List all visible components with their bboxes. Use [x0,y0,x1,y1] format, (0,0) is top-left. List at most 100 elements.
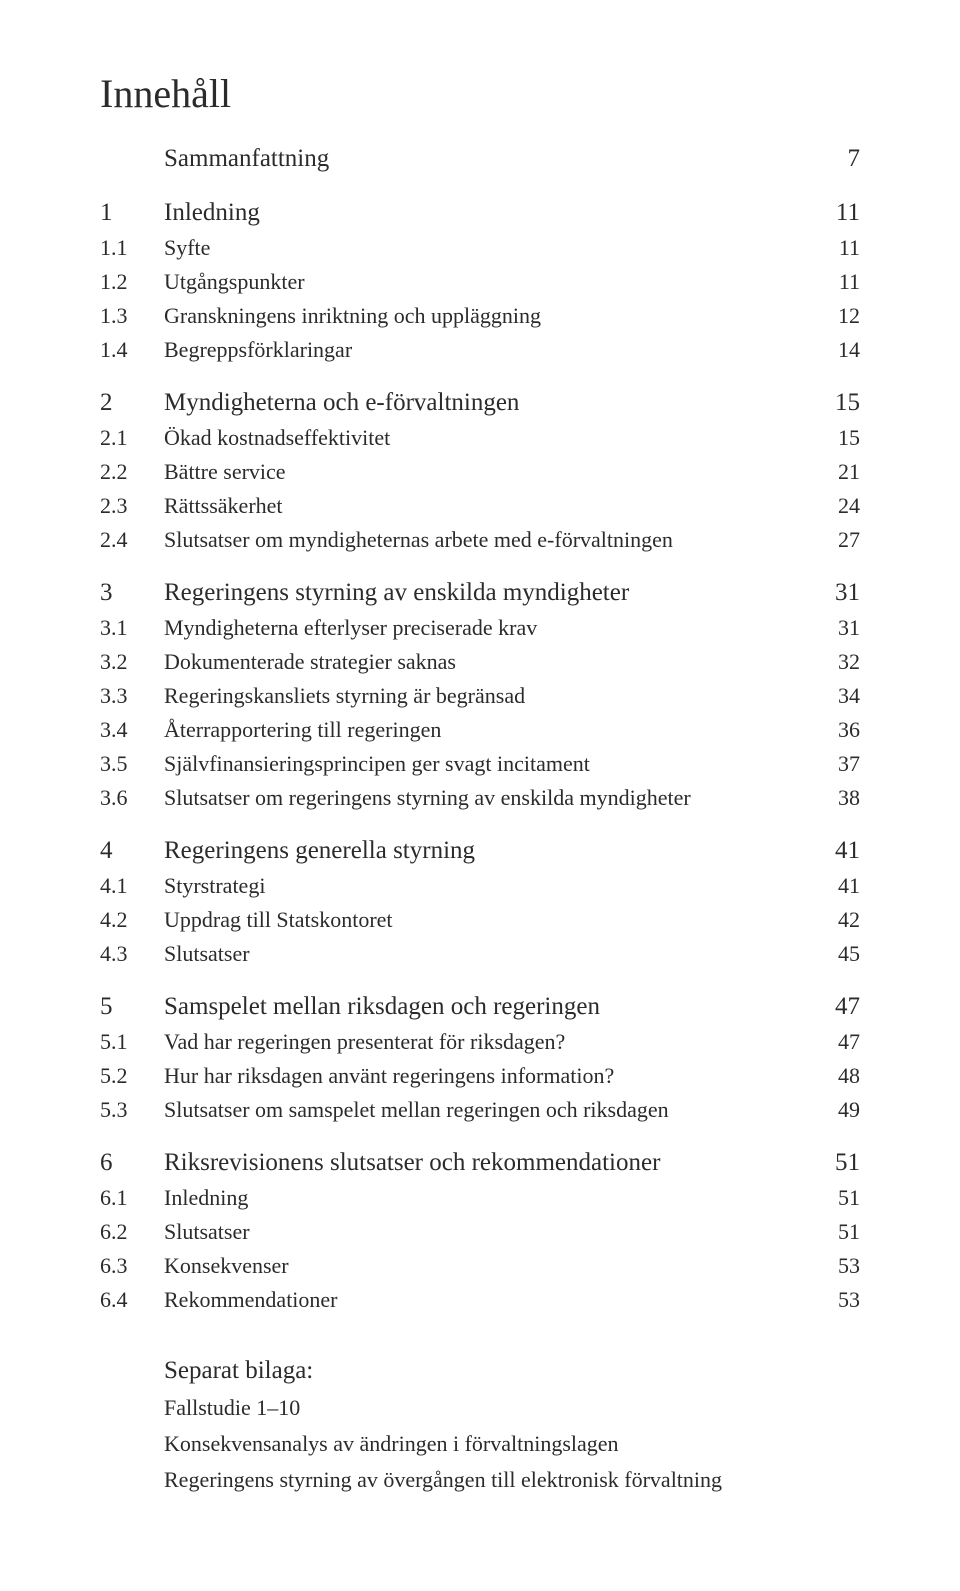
toc-row-left: 6.2Slutsatser [100,1219,804,1245]
toc-row-left: 1.4Begreppsförklaringar [100,337,804,363]
toc-row-left: 4.1Styrstrategi [100,873,804,899]
toc-row: 4.2Uppdrag till Statskontoret42 [100,903,860,937]
toc-number: 5.2 [100,1063,164,1089]
toc-page-number: 21 [804,459,860,485]
toc-page-number: 49 [804,1097,860,1123]
toc-row: 2.3Rättssäkerhet24 [100,489,860,523]
toc-label: Konsekvenser [164,1253,804,1279]
toc-page-number: 51 [804,1149,860,1177]
toc-row-left: 1.3Granskningens inriktning och uppläggn… [100,303,804,329]
toc-row-left: 2.3Rättssäkerhet [100,493,804,519]
toc-number: 2.3 [100,493,164,519]
appendix-line: Konsekvensanalys av ändringen i förvaltn… [164,1431,860,1457]
toc-label: Slutsatser [164,1219,804,1245]
toc-number: 2 [100,389,164,417]
toc-number: 1.1 [100,235,164,261]
toc-label: Regeringens generella styrning [164,837,804,865]
toc-number: 5.1 [100,1029,164,1055]
toc-row: 1.4Begreppsförklaringar14 [100,333,860,367]
toc-number: 2.2 [100,459,164,485]
toc-page-number: 11 [804,269,860,295]
appendix-heading: Separat bilaga: [164,1357,860,1385]
toc-row: 5.2Hur har riksdagen använt regeringens … [100,1059,860,1093]
toc-row-left: 3Regeringens styrning av enskilda myndig… [100,579,804,607]
toc-page-number: 36 [804,717,860,743]
toc-row: 2.4Slutsatser om myndigheternas arbete m… [100,523,860,557]
toc-page-number: 37 [804,751,860,777]
toc-label: Myndigheterna efterlyser preciserade kra… [164,615,804,641]
toc-page-number: 15 [804,389,860,417]
toc-row: 6.1Inledning51 [100,1181,860,1215]
toc-page-number: 41 [804,837,860,865]
toc-row-left: 5Samspelet mellan riksdagen och regering… [100,993,804,1021]
toc-label: Uppdrag till Statskontoret [164,907,804,933]
toc-row-left: 3.4Återrapportering till regeringen [100,717,804,743]
toc-row: 4.1Styrstrategi41 [100,869,860,903]
toc-row-left: 1Inledning [100,199,804,227]
toc-page-number: 42 [804,907,860,933]
toc-row: 6.3Konsekvenser53 [100,1249,860,1283]
toc-number: 2.4 [100,527,164,553]
toc-page-number: 51 [804,1185,860,1211]
toc-page-number: 53 [804,1253,860,1279]
toc-row: 6.2Slutsatser51 [100,1215,860,1249]
toc-number: 6.3 [100,1253,164,1279]
toc-label: Myndigheterna och e-förvaltningen [164,389,804,417]
toc-row-left: 6.1Inledning [100,1185,804,1211]
toc-row: 6.4Rekommendationer53 [100,1283,860,1317]
toc-label: Bättre service [164,459,804,485]
toc-page-number: 7 [804,145,860,173]
toc-page-number: 32 [804,649,860,675]
toc-label: Begreppsförklaringar [164,337,804,363]
appendix-line: Fallstudie 1–10 [164,1395,860,1421]
toc-row: 5.1Vad har regeringen presenterat för ri… [100,1025,860,1059]
toc-page-number: 34 [804,683,860,709]
toc-row-left: 1.2Utgångspunkter [100,269,804,295]
toc-number: 2.1 [100,425,164,451]
toc-row-left: 3.1Myndigheterna efterlyser preciserade … [100,615,804,641]
toc-row-left: 4Regeringens generella styrning [100,837,804,865]
toc-row: 3.4Återrapportering till regeringen36 [100,713,860,747]
toc-number: 3.3 [100,683,164,709]
appendix-list: Fallstudie 1–10 Konsekvensanalys av ändri… [100,1395,860,1493]
toc-label: Inledning [164,199,804,227]
toc-number: 5.3 [100,1097,164,1123]
toc-number: 4.2 [100,907,164,933]
toc-list: Sammanfattning71Inledning111.1Syfte111.2… [100,141,860,1317]
toc-row: 3.6Slutsatser om regeringens styrning av… [100,781,860,815]
toc-label: Regeringens styrning av enskilda myndigh… [164,579,804,607]
toc-row-left: 2.1Ökad kostnadseffektivitet [100,425,804,451]
toc-row: 4.3Slutsatser45 [100,937,860,971]
toc-row-left: 3.2Dokumenterade strategier saknas [100,649,804,675]
toc-row: 2.2Bättre service21 [100,455,860,489]
toc-page-number: 11 [804,199,860,227]
toc-number: 1 [100,199,164,227]
toc-row: 3.2Dokumenterade strategier saknas32 [100,645,860,679]
toc-row: 1Inledning11 [100,195,860,231]
toc-row: 1.2Utgångspunkter11 [100,265,860,299]
toc-row: 2Myndigheterna och e-förvaltningen15 [100,385,860,421]
toc-page-number: 14 [804,337,860,363]
toc-row: 1.1Syfte11 [100,231,860,265]
toc-label: Syfte [164,235,804,261]
toc-label: Slutsatser om myndigheternas arbete med … [164,527,804,553]
toc-number: 1.4 [100,337,164,363]
toc-number: 1.3 [100,303,164,329]
toc-row-left: 6.3Konsekvenser [100,1253,804,1279]
toc-page-number: 45 [804,941,860,967]
toc-number: 3.1 [100,615,164,641]
toc-label: Ökad kostnadseffektivitet [164,425,804,451]
toc-number: 3.4 [100,717,164,743]
page-title: Innehåll [100,70,860,117]
toc-label: Regeringskansliets styrning är begränsad [164,683,804,709]
toc-number: 5 [100,993,164,1021]
toc-row-left: 5.2Hur har riksdagen använt regeringens … [100,1063,804,1089]
toc-page-number: 12 [804,303,860,329]
toc-row: 3.3Regeringskansliets styrning är begrän… [100,679,860,713]
toc-page-number: 51 [804,1219,860,1245]
toc-row-left: 2Myndigheterna och e-förvaltningen [100,389,804,417]
toc-row: 2.1Ökad kostnadseffektivitet15 [100,421,860,455]
toc-number: 6.4 [100,1287,164,1313]
toc-label: Rättssäkerhet [164,493,804,519]
toc-label: Slutsatser om regeringens styrning av en… [164,785,804,811]
